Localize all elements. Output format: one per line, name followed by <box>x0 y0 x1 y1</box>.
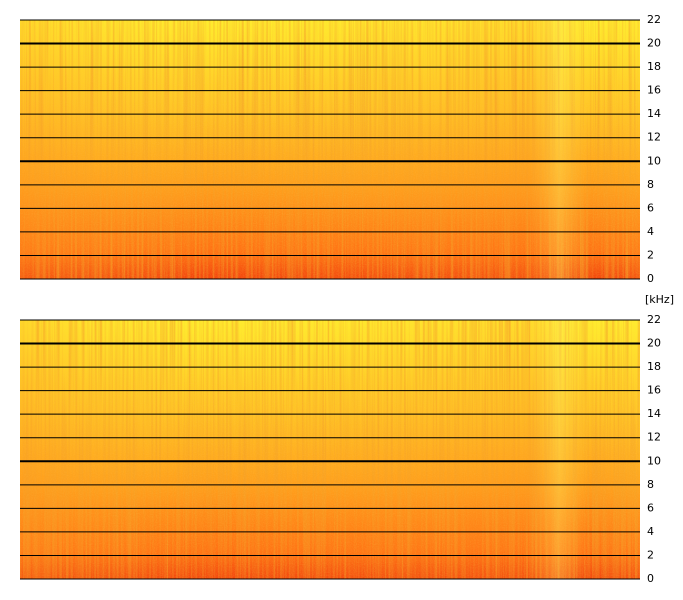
y-tick-label: 20 <box>647 337 661 350</box>
y-tick-label: 8 <box>647 478 654 491</box>
y-tick-label: 14 <box>647 107 661 120</box>
y-tick-label: 18 <box>647 60 661 73</box>
y-tick-label: 12 <box>647 431 661 444</box>
y-tick-label: 4 <box>647 225 654 238</box>
y-tick-label: 0 <box>647 572 654 585</box>
y-tick-label: 2 <box>647 248 654 261</box>
y-tick-label: 22 <box>647 13 661 26</box>
y-tick-label: 14 <box>647 407 661 420</box>
y-axis-unit: [kHz] <box>645 293 674 306</box>
y-tick-label: 6 <box>647 501 654 514</box>
y-tick-label: 12 <box>647 131 661 144</box>
spectrogram-shade <box>20 320 640 579</box>
y-tick-label: 6 <box>647 201 654 214</box>
y-tick-label: 4 <box>647 525 654 538</box>
y-tick-label: 10 <box>647 154 661 167</box>
spectrogram-shade <box>20 20 640 279</box>
y-tick-label: 2 <box>647 548 654 561</box>
y-tick-label: 22 <box>647 313 661 326</box>
y-tick-label: 10 <box>647 454 661 467</box>
y-tick-label: 20 <box>647 37 661 50</box>
y-tick-label: 16 <box>647 84 661 97</box>
y-tick-label: 18 <box>647 360 661 373</box>
y-tick-label: 8 <box>647 178 654 191</box>
y-tick-label: 0 <box>647 272 654 285</box>
y-tick-label: 16 <box>647 384 661 397</box>
